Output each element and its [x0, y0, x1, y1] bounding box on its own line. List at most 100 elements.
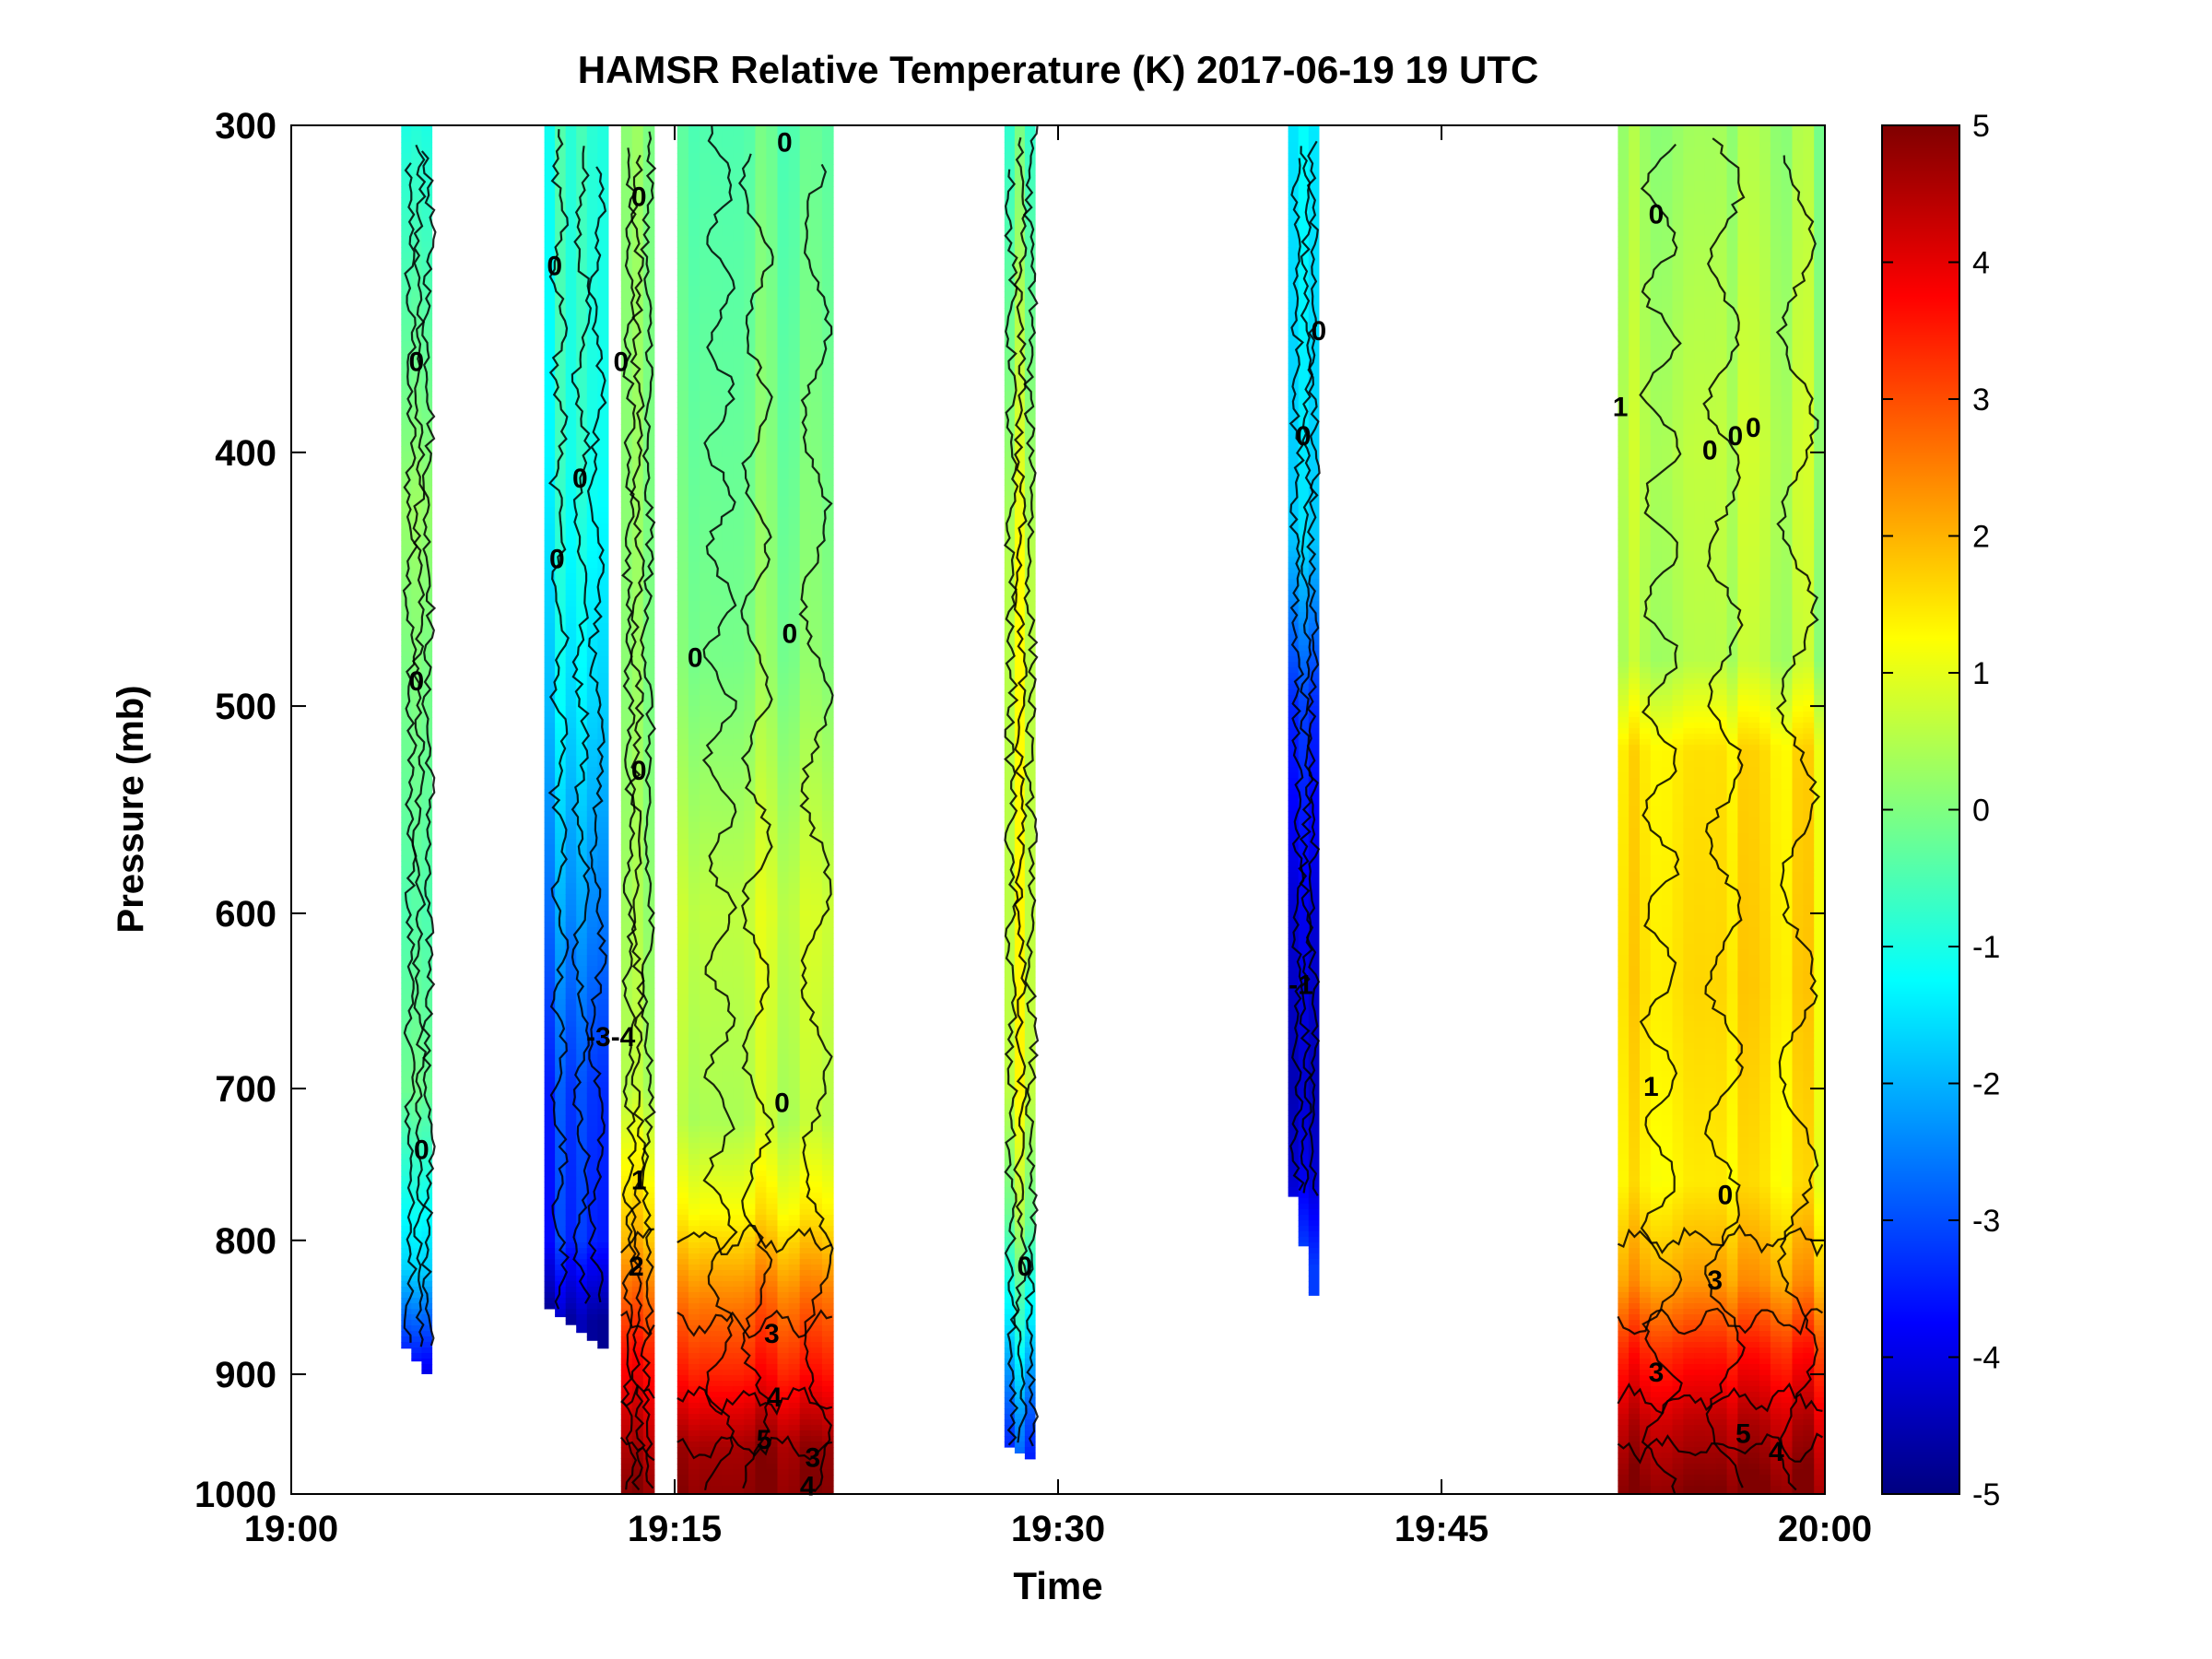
swath-cell [688, 1303, 700, 1310]
swath-cell [711, 230, 723, 237]
swath-cell [401, 949, 412, 956]
swath-cell [755, 330, 768, 336]
swath-cell [555, 579, 567, 585]
swath-cell [688, 540, 700, 547]
swath-cell [586, 441, 598, 447]
swath-cell [711, 922, 723, 928]
swath-cell [722, 413, 734, 419]
swath-cell [631, 1331, 644, 1337]
swath-cell [699, 468, 712, 475]
swath-cell [631, 275, 644, 281]
swath-cell [421, 806, 433, 812]
swath-cell [620, 153, 633, 159]
swath-cell [755, 131, 768, 137]
swath-cell [755, 1253, 768, 1260]
swath-cell [711, 828, 723, 834]
swath-cell [576, 905, 588, 912]
swath-cell [777, 203, 790, 209]
swath-cell [744, 253, 756, 259]
swath-cell [421, 1342, 433, 1348]
swath-cell [733, 584, 745, 591]
swath-cell [755, 391, 768, 397]
swath-cell [755, 446, 768, 453]
swath-cell [401, 1148, 412, 1155]
swath-cell [544, 767, 556, 773]
swath-cell [744, 944, 756, 950]
swath-cell [733, 396, 745, 403]
swath-cell [722, 855, 734, 862]
swath-cell [544, 949, 556, 956]
swath-cell [620, 319, 633, 325]
swath-cell [411, 1010, 422, 1017]
swath-cell [620, 441, 633, 447]
swath-cell [744, 1171, 756, 1177]
swath-cell [620, 944, 633, 950]
swath-cell [755, 1242, 768, 1249]
swath-cell [688, 1447, 700, 1453]
swath-cell [711, 1121, 723, 1127]
swath-cell [677, 999, 689, 1006]
swath-cell [777, 241, 790, 248]
swath-cell [744, 850, 756, 856]
swath-cell [677, 391, 689, 397]
swath-cell [411, 640, 422, 646]
swath-cell [722, 1126, 734, 1133]
swath-cell [766, 264, 779, 270]
swath-cell [544, 883, 556, 889]
swath-cell [401, 518, 412, 524]
swath-cell [677, 441, 689, 447]
swath-cell [733, 966, 745, 972]
swath-cell [565, 1032, 577, 1039]
swath-cell [576, 1237, 588, 1243]
swath-layer [401, 125, 1825, 1494]
swath-cell [576, 1220, 588, 1227]
swath-cell [688, 225, 700, 231]
swath-cell [766, 512, 779, 519]
swath-cell [711, 1104, 723, 1111]
swath-cell [642, 1104, 655, 1111]
swath-cell [766, 518, 779, 524]
swath-cell [401, 678, 412, 685]
swath-cell [755, 291, 768, 298]
swath-cell [755, 1005, 768, 1011]
swath-cell [642, 656, 655, 663]
swath-cell [544, 429, 556, 436]
swath-cell [544, 131, 556, 137]
swath-cell [733, 839, 745, 845]
swath-cell [677, 142, 689, 148]
swath-cell [620, 822, 633, 829]
swath-cell [711, 971, 723, 978]
swath-cell [642, 1370, 655, 1376]
swath-cell [401, 1347, 412, 1349]
swath-cell [565, 700, 577, 707]
swath-cell [620, 369, 633, 375]
swath-cell [677, 236, 689, 242]
swath-cell [565, 629, 577, 635]
swath-cell [544, 352, 556, 359]
swath-cell [688, 1281, 700, 1288]
swath-cell [699, 230, 712, 237]
swath-cell [620, 1469, 633, 1476]
swath-cell [766, 949, 779, 956]
swath-cell [733, 1359, 745, 1365]
swath-cell [631, 1137, 644, 1144]
swath-cell [642, 1093, 655, 1100]
swath-cell [620, 302, 633, 309]
swath-cell [711, 1060, 723, 1066]
swath-cell [688, 275, 700, 281]
swath-cell [565, 712, 577, 718]
swath-cell [597, 584, 609, 591]
swath-cell [688, 485, 700, 491]
swath-cell [677, 1458, 689, 1465]
swath-cell [576, 524, 588, 530]
swath-cell [688, 750, 700, 757]
swath-cell [544, 1248, 556, 1254]
swath-cell [555, 1276, 567, 1282]
swath-cell [421, 883, 433, 889]
swath-cell [766, 811, 779, 818]
swath-cell [576, 330, 588, 336]
swath-cell [576, 1242, 588, 1249]
swath-cell [565, 684, 577, 690]
swath-cell [565, 1043, 577, 1050]
swath-cell [699, 258, 712, 265]
